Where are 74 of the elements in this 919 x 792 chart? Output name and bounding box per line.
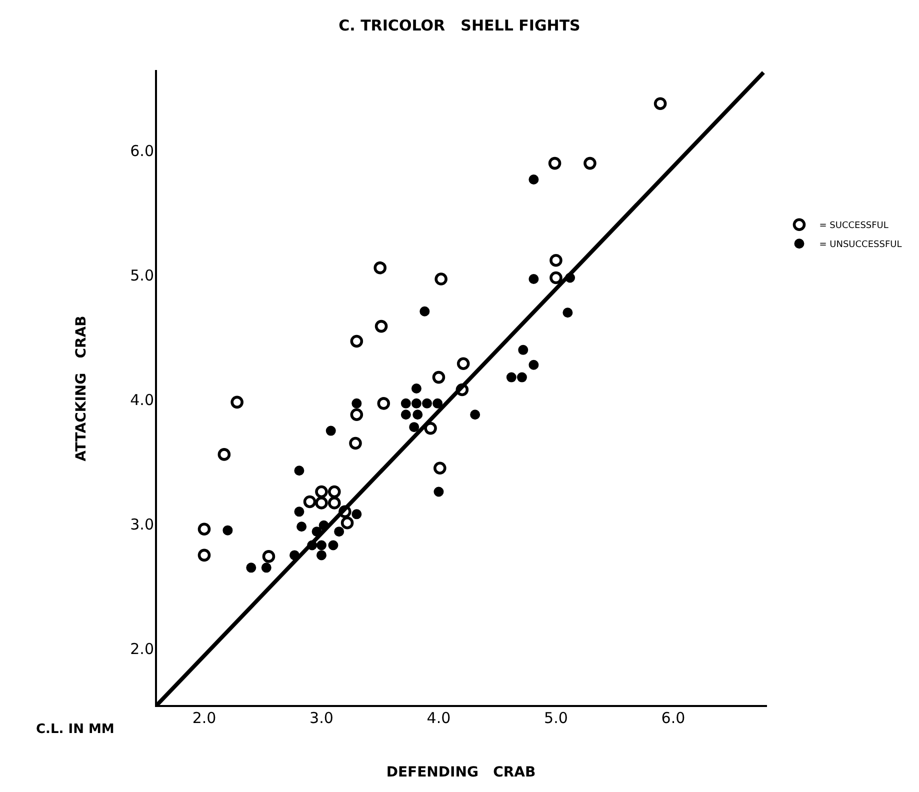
point xyxy=(328,496,341,510)
point xyxy=(516,372,527,382)
point xyxy=(506,372,516,382)
point xyxy=(315,496,328,510)
point xyxy=(528,274,539,284)
point xyxy=(218,448,231,461)
point xyxy=(412,410,423,420)
point xyxy=(261,562,272,573)
x-axis-title: DEFENDING CRAB xyxy=(386,764,536,780)
point xyxy=(432,370,446,384)
y-axis-title: ATTACKING CRAB xyxy=(74,316,90,462)
point xyxy=(400,410,411,420)
point xyxy=(377,397,390,410)
point xyxy=(422,398,432,408)
point xyxy=(409,422,420,432)
point xyxy=(470,410,480,420)
point xyxy=(584,156,596,170)
point xyxy=(528,360,539,370)
point xyxy=(420,306,430,316)
text: C.L. IN MM xyxy=(36,722,114,737)
point xyxy=(374,261,386,274)
point xyxy=(350,408,364,422)
point xyxy=(550,254,562,267)
legend-label: = SUCCESSFUL xyxy=(819,221,888,232)
point xyxy=(315,485,328,498)
y-tick-label: 4.0 xyxy=(130,390,154,409)
x-tick-label: 3.0 xyxy=(310,709,334,727)
point xyxy=(432,398,443,408)
x-tick-label: 5.0 xyxy=(544,709,568,727)
y-tick-label: 3.0 xyxy=(130,515,154,534)
point xyxy=(326,426,336,436)
point xyxy=(550,271,562,284)
x-tick-label: 2.0 xyxy=(192,709,216,727)
point xyxy=(198,548,211,562)
point xyxy=(456,357,470,370)
x-tick-label: 6.0 xyxy=(661,709,686,727)
point xyxy=(340,516,354,530)
point xyxy=(352,398,362,408)
y-tick-label: 5.0 xyxy=(130,266,154,285)
point xyxy=(222,525,233,536)
point xyxy=(518,344,528,355)
y-tick-label: 2.0 xyxy=(130,640,154,658)
point xyxy=(328,540,338,550)
point xyxy=(230,396,244,409)
point xyxy=(262,550,276,563)
point xyxy=(352,509,362,520)
y-tick-label: 6.0 xyxy=(130,142,154,160)
chart-title: C. TRICOLOR SHELL FIGHTS xyxy=(338,16,580,34)
point xyxy=(400,398,411,408)
point xyxy=(316,540,326,550)
point xyxy=(434,272,448,286)
point xyxy=(246,562,256,573)
point xyxy=(374,320,388,333)
point xyxy=(434,486,444,497)
point xyxy=(294,506,304,517)
point xyxy=(411,398,422,408)
point xyxy=(424,422,437,435)
point xyxy=(294,466,304,476)
point xyxy=(411,384,422,394)
point xyxy=(198,522,211,536)
point xyxy=(548,156,562,170)
point xyxy=(434,462,446,475)
point xyxy=(296,522,307,532)
point xyxy=(334,526,344,537)
point xyxy=(528,174,539,184)
legend-label: = UNSUCCESSFUL xyxy=(819,240,902,250)
point xyxy=(349,436,362,450)
point xyxy=(316,550,326,560)
point xyxy=(350,334,364,348)
point xyxy=(328,485,341,498)
point xyxy=(562,308,573,318)
point xyxy=(303,495,316,508)
point xyxy=(654,97,667,110)
x-tick-label: 4.0 xyxy=(426,709,451,727)
